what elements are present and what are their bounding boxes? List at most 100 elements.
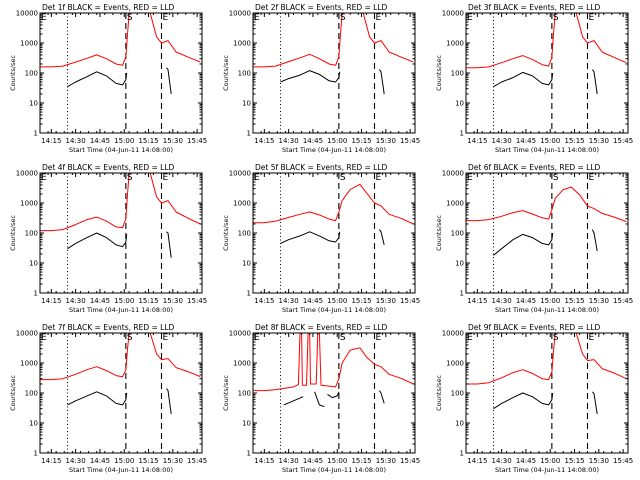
x-tick-label: 15:45 [400, 297, 420, 305]
y-axis-label: Counts/sec [222, 55, 230, 91]
x-tick-label: 15:30 [163, 297, 183, 305]
panel-title: Det 6f BLACK = Events, RED = LLD [468, 163, 601, 172]
plot-frame [465, 172, 629, 294]
panel-title: Det 8f BLACK = Events, RED = LLD [255, 323, 388, 332]
plot-frame [252, 172, 416, 294]
plot-frame [465, 332, 629, 454]
plot-frame [465, 12, 629, 134]
x-tick-label: 14:15 [467, 457, 487, 465]
y-axis-label: Counts/sec [222, 375, 230, 411]
x-tick-label: 15:45 [187, 457, 207, 465]
x-tick-label: 15:15 [138, 137, 158, 145]
y-tick-label: 1000 [20, 40, 38, 48]
x-tick-label: 15:15 [351, 137, 371, 145]
y-tick-label: 100 [238, 230, 251, 238]
y-tick-label: 1 [34, 130, 38, 138]
marker-label-e: E [163, 13, 169, 23]
x-tick-label: 14:45 [90, 457, 110, 465]
plot-frame [39, 172, 203, 294]
lld-line-segment [575, 13, 627, 64]
panel-title: Det 2f BLACK = Events, RED = LLD [255, 3, 388, 12]
x-axis-label: Start Time (04-Jun-11 14:08:00) [69, 146, 173, 154]
marker-label-e: E [376, 333, 382, 343]
x-tick-label: 15:45 [613, 457, 633, 465]
y-tick-label: 1 [247, 450, 251, 458]
y-tick-label: 1 [247, 130, 251, 138]
marker-label-e: E [589, 13, 595, 23]
y-tick-label: 10000 [16, 10, 38, 18]
events-line-segment [166, 388, 172, 415]
marker-label-e: E [589, 333, 595, 343]
y-tick-label: 10000 [229, 10, 251, 18]
x-tick-label: 14:30 [66, 297, 86, 305]
x-tick-label: 14:45 [303, 457, 323, 465]
x-tick-label: 14:15 [254, 137, 274, 145]
panel-data [466, 13, 627, 95]
events-line-segment [493, 232, 554, 256]
x-tick-label: 15:30 [376, 457, 396, 465]
x-tick-label: 14:15 [254, 457, 274, 465]
y-axis-label: Counts/sec [9, 375, 17, 411]
x-tick-label: 14:30 [279, 297, 299, 305]
x-tick-label: 15:30 [376, 297, 396, 305]
lld-line-segment [40, 14, 130, 68]
x-tick-label: 14:45 [516, 297, 536, 305]
marker-label-s: S [127, 13, 133, 23]
events-line-segment [280, 231, 341, 244]
plot-frame [252, 12, 416, 134]
y-tick-label: 100 [238, 390, 251, 398]
events-line-segment [280, 70, 341, 83]
y-tick-label: 100 [451, 390, 464, 398]
y-tick-label: 10000 [229, 170, 251, 178]
y-tick-label: 1 [460, 130, 464, 138]
x-axis-label: Start Time (04-Jun-11 14:08:00) [495, 146, 599, 154]
x-tick-label: 15:15 [351, 297, 371, 305]
x-tick-label: 14:30 [492, 297, 512, 305]
x-tick-label: 15:30 [163, 457, 183, 465]
x-tick-label: 15:00 [540, 137, 560, 145]
events-line-segment [67, 232, 128, 250]
y-tick-label: 1 [34, 290, 38, 298]
x-tick-label: 14:15 [254, 297, 274, 305]
events-line-segment [378, 229, 385, 246]
panel-data [40, 13, 201, 95]
y-axis-label: Counts/sec [435, 375, 443, 411]
y-tick-label: 10 [455, 100, 464, 108]
y-tick-label: 100 [451, 230, 464, 238]
panel-title: Det 5f BLACK = Events, RED = LLD [255, 163, 388, 172]
x-axis-label: Start Time (04-Jun-11 14:08:00) [69, 306, 173, 314]
y-tick-label: 1000 [20, 200, 38, 208]
x-axis-label: Start Time (04-Jun-11 14:08:00) [282, 146, 386, 154]
marker-label-e: E [467, 333, 473, 343]
events-line-segment [592, 391, 598, 415]
y-tick-label: 1000 [446, 40, 464, 48]
y-tick-label: 1000 [233, 360, 251, 368]
lld-line-segment [253, 14, 343, 68]
panel-data [253, 183, 414, 246]
x-tick-label: 15:15 [138, 297, 158, 305]
panel-data [466, 186, 627, 256]
x-tick-label: 15:45 [613, 137, 633, 145]
x-tick-label: 15:45 [187, 297, 207, 305]
lld-line-segment [149, 13, 201, 63]
x-tick-label: 15:45 [613, 297, 633, 305]
y-tick-label: 1000 [233, 40, 251, 48]
x-tick-label: 15:15 [564, 297, 584, 305]
y-tick-label: 10000 [442, 10, 464, 18]
x-tick-label: 14:45 [90, 137, 110, 145]
marker-label-s: S [553, 13, 559, 23]
marker-label-e: E [254, 13, 260, 23]
panel-title: Det 9f BLACK = Events, RED = LLD [468, 323, 601, 332]
events-line-segment [283, 396, 304, 406]
marker-label-e: E [163, 333, 169, 343]
events-line-segment [591, 69, 598, 95]
x-tick-label: 15:00 [114, 137, 134, 145]
x-tick-label: 15:15 [564, 137, 584, 145]
marker-label-e: E [376, 13, 382, 23]
x-tick-label: 14:45 [303, 137, 323, 145]
